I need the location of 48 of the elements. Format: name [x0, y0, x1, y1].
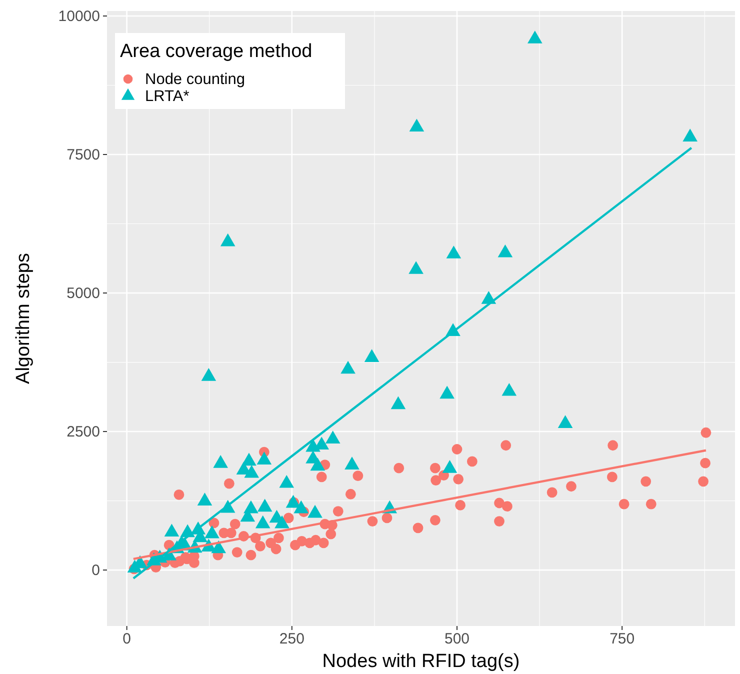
point [442, 460, 458, 473]
point [204, 525, 220, 538]
y-axis-title: Algorithm steps [13, 253, 34, 384]
point [502, 382, 517, 396]
point [244, 464, 260, 478]
point [344, 456, 360, 470]
point [558, 415, 573, 428]
point [409, 118, 424, 132]
legend-label: LRTA* [145, 88, 190, 105]
y-tick-label: 7500 [66, 146, 100, 164]
point [294, 500, 309, 514]
point [528, 30, 542, 44]
point [279, 474, 294, 488]
y-tick-label: 5000 [66, 284, 100, 302]
point [256, 452, 272, 465]
point [201, 368, 216, 381]
legend-title: Area coverage method [120, 41, 312, 62]
x-tick-label: 250 [279, 630, 304, 648]
point [257, 498, 272, 512]
point [310, 458, 326, 471]
point [408, 261, 424, 274]
point [213, 455, 228, 468]
x-tick-label: 750 [610, 630, 635, 648]
point [325, 430, 340, 444]
x-tick-label: 500 [444, 630, 470, 648]
point [220, 233, 236, 246]
point [308, 504, 322, 518]
point [255, 515, 270, 528]
point [211, 540, 226, 554]
point [364, 349, 380, 362]
point [127, 560, 142, 573]
point [164, 524, 180, 537]
point [390, 396, 406, 410]
y-tick-label: 2500 [66, 423, 100, 440]
point [440, 386, 454, 399]
point [340, 360, 356, 374]
point [274, 515, 290, 528]
point [306, 438, 320, 452]
x-tick-label: 0 [122, 630, 131, 648]
x-axis-title: Nodes with RFID tag(s) [322, 651, 520, 672]
y-tick-label: 10000 [58, 8, 100, 25]
point [197, 492, 212, 506]
point [682, 128, 698, 142]
point [446, 246, 462, 258]
y-tick-label: 0 [92, 562, 100, 579]
point [498, 244, 513, 258]
point [286, 494, 301, 508]
legend-label: Node counting [145, 71, 245, 88]
